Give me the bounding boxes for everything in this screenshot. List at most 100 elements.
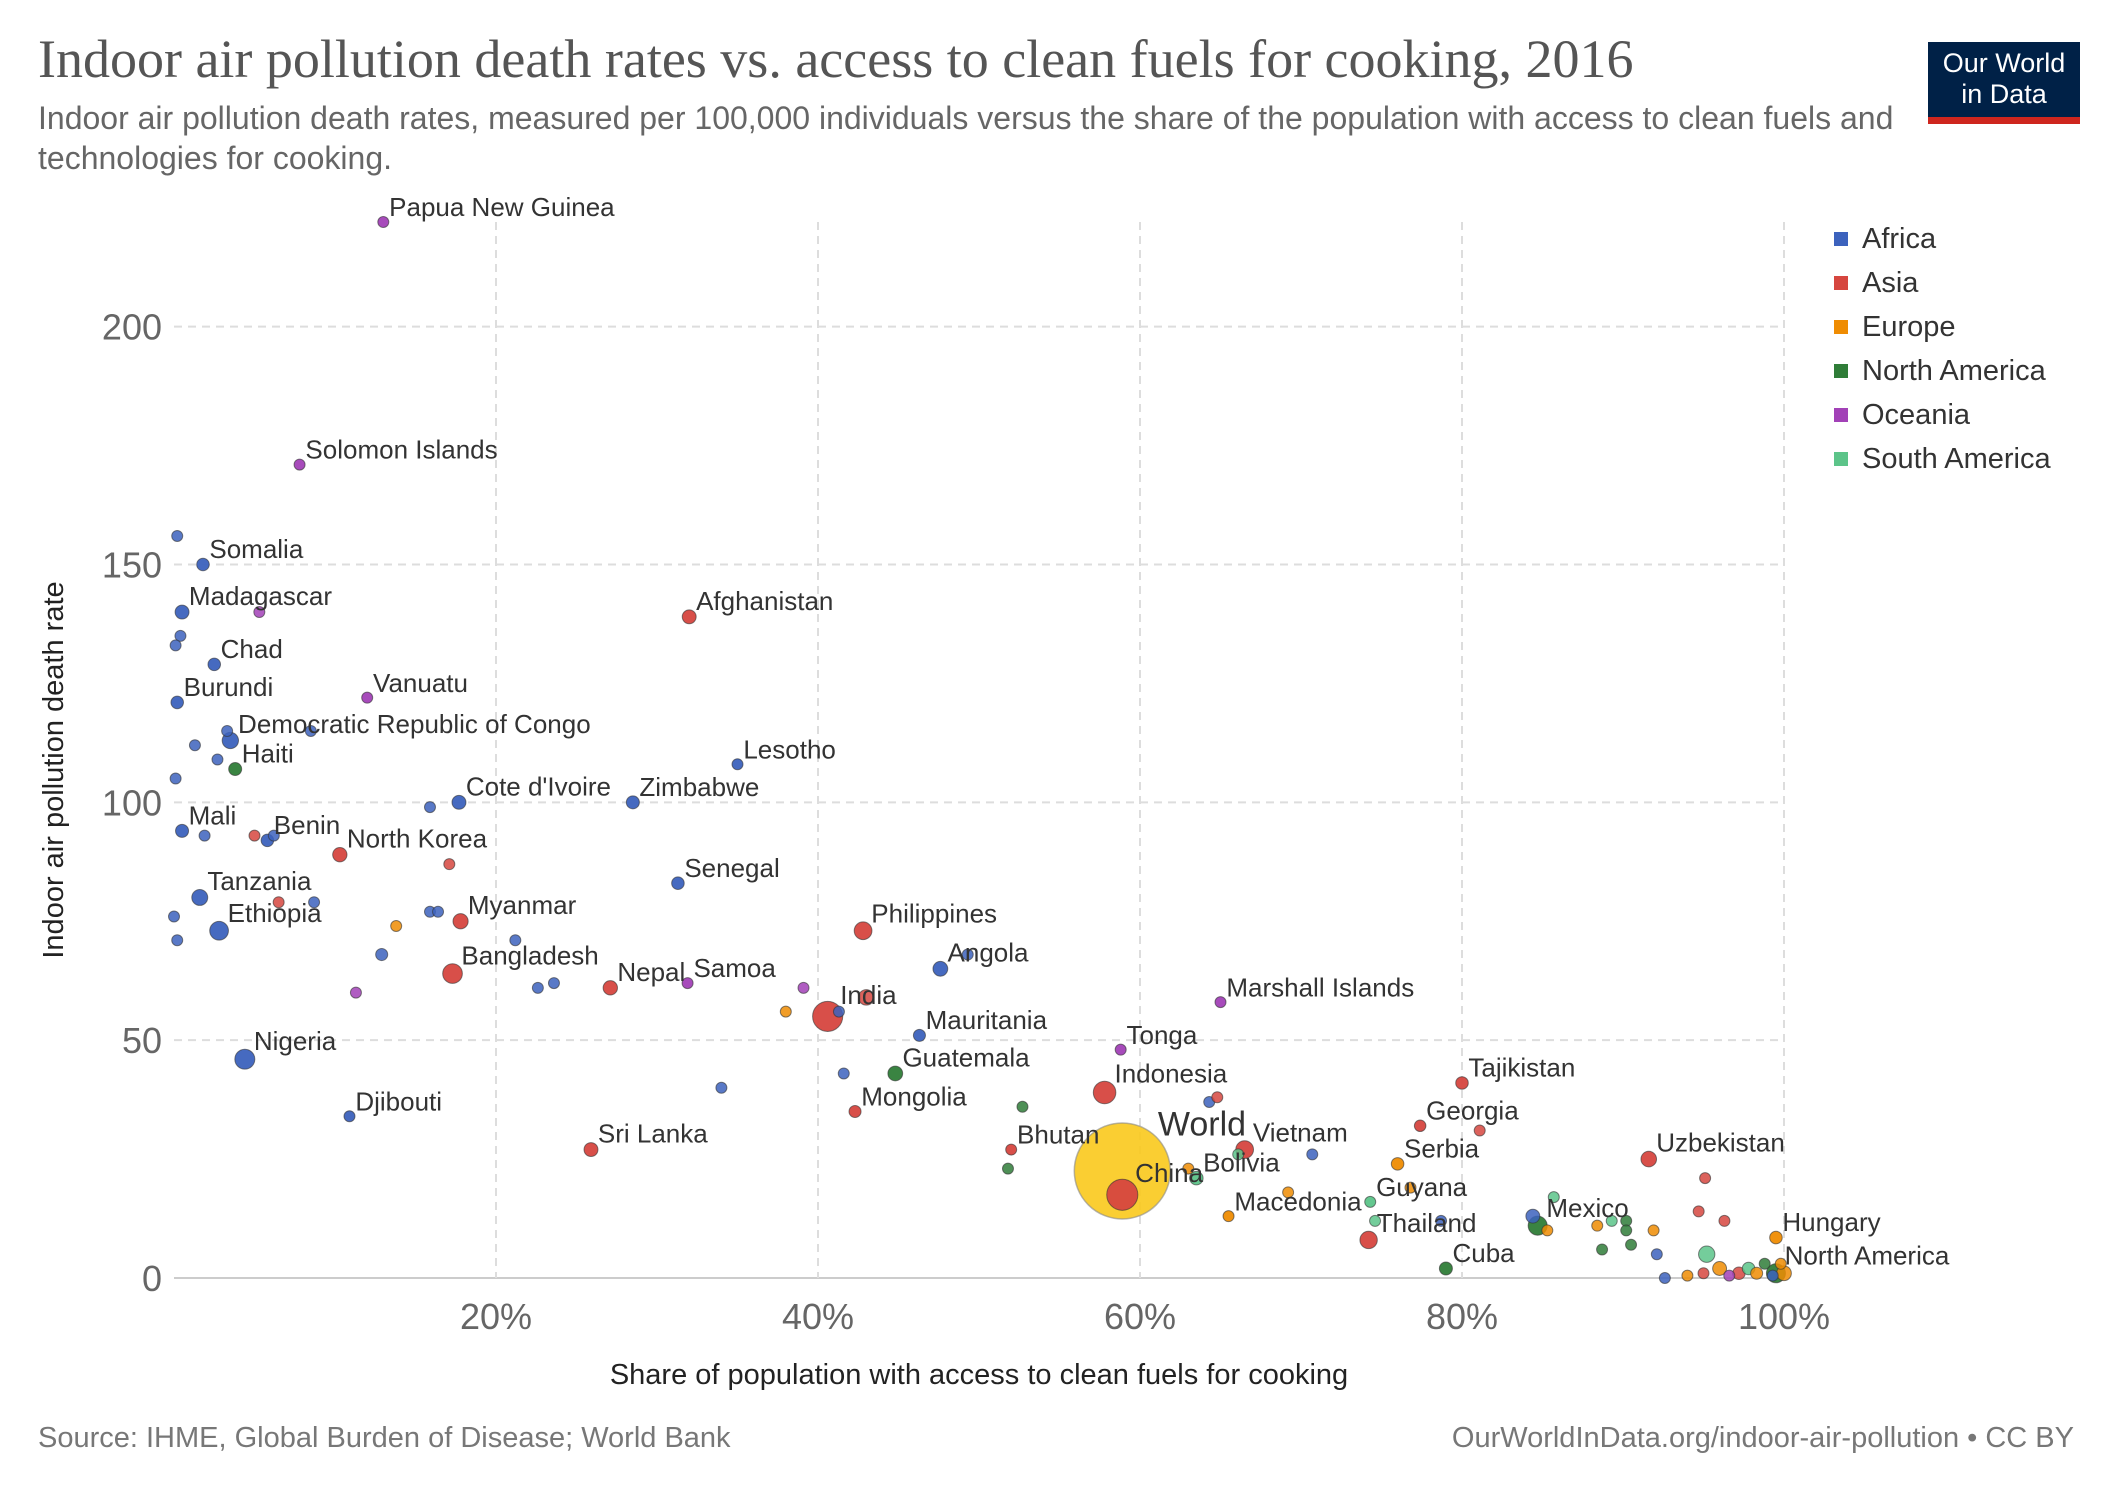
data-point [1698, 1245, 1716, 1263]
data-point [1404, 1181, 1417, 1194]
point-samoa [681, 977, 694, 990]
point-label: Cuba [1452, 1238, 1515, 1268]
point-label: Solomon Islands [305, 435, 497, 465]
point-label: Mexico [1546, 1193, 1628, 1223]
chart-subtitle: Indoor air pollution death rates, measur… [38, 100, 1894, 176]
point-label: Angola [948, 938, 1029, 968]
point-label: Benin [274, 810, 341, 840]
point-sri-lanka [583, 1142, 599, 1158]
point-label: Mali [189, 800, 237, 830]
legend-swatch [1834, 364, 1848, 378]
point-label: Mauritania [926, 1005, 1048, 1035]
data-point [221, 724, 234, 737]
data-point [248, 829, 261, 842]
point-zimbabwe [625, 795, 640, 810]
data-point [349, 986, 362, 999]
data-point [1605, 1214, 1618, 1227]
data-point [390, 920, 403, 932]
source-link[interactable]: OurWorldInData.org/indoor-air-pollution … [1451, 1422, 2074, 1454]
point-label: Bolivia [1203, 1147, 1280, 1177]
legend-swatch [1834, 452, 1848, 466]
point-lesotho [731, 758, 744, 771]
data-point [1591, 1219, 1604, 1232]
data-point [253, 606, 266, 619]
point-vanuatu [361, 691, 374, 704]
point-cote-d-ivoire [451, 794, 467, 810]
point-georgia [1413, 1119, 1427, 1133]
legend-swatch [1834, 276, 1848, 290]
data-point [1211, 1091, 1224, 1104]
point-nigeria [234, 1048, 256, 1070]
data-point [1681, 1269, 1694, 1282]
data-point [1306, 1148, 1319, 1161]
point-label: Serbia [1404, 1133, 1480, 1163]
point-label: Philippines [871, 899, 997, 929]
point-serbia [1390, 1157, 1405, 1171]
legend-label: Africa [1862, 223, 1937, 255]
y-tick-label: 50 [122, 1020, 162, 1061]
data-point [1435, 1214, 1448, 1227]
data-point [211, 753, 224, 766]
data-point [272, 896, 285, 909]
data-point [198, 829, 211, 842]
data-point [168, 910, 180, 923]
point-marshall-islands [1214, 996, 1227, 1009]
data-point [832, 1005, 845, 1018]
point-label: Guatemala [902, 1042, 1030, 1072]
data-point [837, 1067, 850, 1080]
point-label: Macedonia [1234, 1186, 1362, 1216]
point-label: Djibouti [355, 1086, 442, 1116]
data-point [1647, 1224, 1660, 1237]
point-label: Burundi [184, 672, 274, 702]
point-label: North Korea [347, 824, 488, 854]
data-point [1650, 1248, 1663, 1261]
point-uzbekistan [1640, 1150, 1658, 1168]
point-label: Afghanistan [696, 586, 833, 616]
point-label: Georgia [1426, 1096, 1519, 1126]
point-solomon-islands [293, 458, 306, 471]
point-label: Thailand [1377, 1208, 1477, 1238]
data-point [1658, 1272, 1671, 1284]
point-chad [207, 657, 222, 672]
point-label: Papua New Guinea [389, 192, 615, 222]
point-label: Bhutan [1017, 1120, 1099, 1150]
data-point [715, 1081, 728, 1094]
logo-line-1: Our World [1942, 48, 2066, 78]
data-point [267, 829, 280, 842]
data-point [531, 981, 544, 994]
legend-label: Oceania [1862, 399, 1971, 431]
data-point [375, 948, 389, 962]
point-label: Uzbekistan [1656, 1128, 1785, 1158]
data-point [1692, 1205, 1705, 1218]
point-label: Vanuatu [373, 668, 468, 698]
point-madagascar [174, 604, 190, 620]
data-point [1596, 1243, 1609, 1256]
point-tajikistan [1455, 1076, 1469, 1090]
point-label: Tajikistan [1468, 1053, 1575, 1083]
legend-label: Asia [1862, 267, 1919, 299]
data-point [174, 629, 187, 642]
point-label: Guyana [1376, 1172, 1468, 1202]
point-label: Democratic Republic of Congo [238, 709, 591, 739]
owid-logo[interactable]: Our World in Data [1928, 42, 2080, 124]
data-point [169, 639, 182, 652]
data-point [1750, 1266, 1764, 1280]
x-axis-label: Share of population with access to clean… [610, 1359, 1348, 1391]
data-point [961, 948, 974, 961]
point-label: Haiti [242, 738, 294, 768]
x-tick-label: 100% [1738, 1296, 1830, 1337]
data-point [169, 772, 182, 785]
point-label: Cote d'Ivoire [466, 771, 611, 801]
point-thailand [1359, 1230, 1378, 1250]
point-macedonia [1222, 1210, 1235, 1223]
point-label: Tonga [1127, 1020, 1198, 1050]
data-point [1697, 1267, 1710, 1280]
point-cuba [1438, 1261, 1453, 1276]
data-point [797, 981, 810, 994]
data-point [1620, 1224, 1633, 1237]
point-label: Marshall Islands [1226, 972, 1414, 1002]
data-point [779, 1005, 792, 1018]
point-label: Ethiopia [228, 898, 322, 928]
point-label: Chad [221, 634, 283, 664]
